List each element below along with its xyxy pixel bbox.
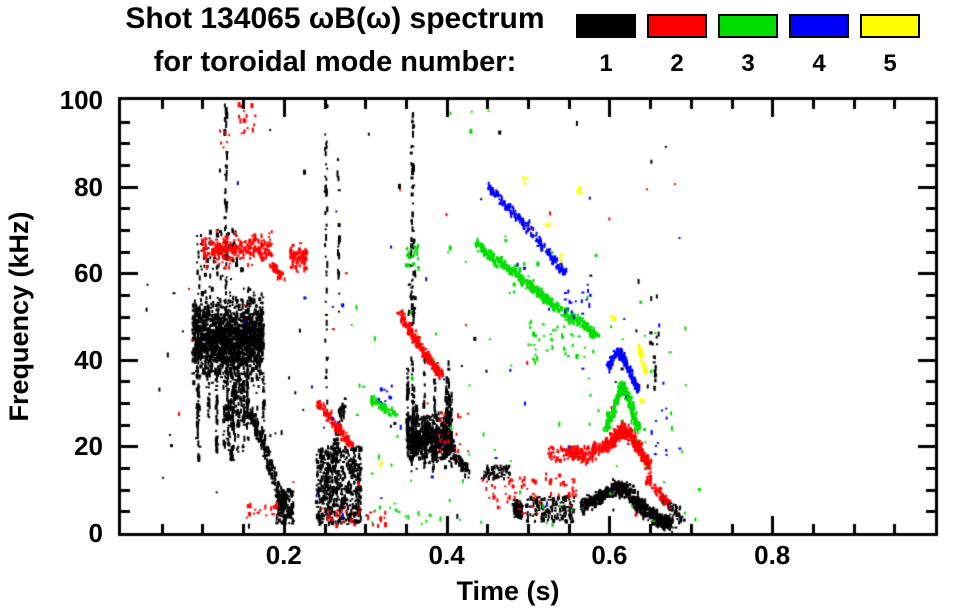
x-tick-label-0.8: 0.8 <box>754 540 791 570</box>
plot-title: Shot 134065 ωB(ω) spectrum <box>125 2 545 35</box>
y-tick-label-80: 80 <box>74 171 103 202</box>
legend-label-mode-3: 3 <box>741 50 755 77</box>
legend-label-mode-1: 1 <box>599 50 613 77</box>
legend-swatch-mode-5 <box>860 14 920 38</box>
x-tick-label-0.4: 0.4 <box>428 540 465 570</box>
legend-label-mode-5: 5 <box>883 50 897 77</box>
y-axis-title: Frequency (kHz) <box>4 211 34 422</box>
legend-label-mode-2: 2 <box>670 50 684 77</box>
x-axis-title: Time (s) <box>456 576 560 606</box>
x-tick-label-0.2: 0.2 <box>265 540 302 570</box>
y-tick-label-0: 0 <box>88 518 103 548</box>
legend-swatch-mode-4 <box>789 14 849 38</box>
y-tick-label-40: 40 <box>74 344 103 375</box>
legend-swatch-mode-3 <box>718 14 778 38</box>
legend-label-mode-4: 4 <box>812 50 826 77</box>
x-tick-label-0.6: 0.6 <box>591 540 628 570</box>
y-tick-label-100: 100 <box>59 85 103 115</box>
legend-swatch-mode-1 <box>576 14 636 38</box>
plot-subtitle: for toroidal mode number: <box>153 46 517 78</box>
y-tick-label-20: 20 <box>74 431 103 462</box>
y-tick-label-60: 60 <box>74 258 103 289</box>
legend-swatch-mode-2 <box>647 14 707 38</box>
